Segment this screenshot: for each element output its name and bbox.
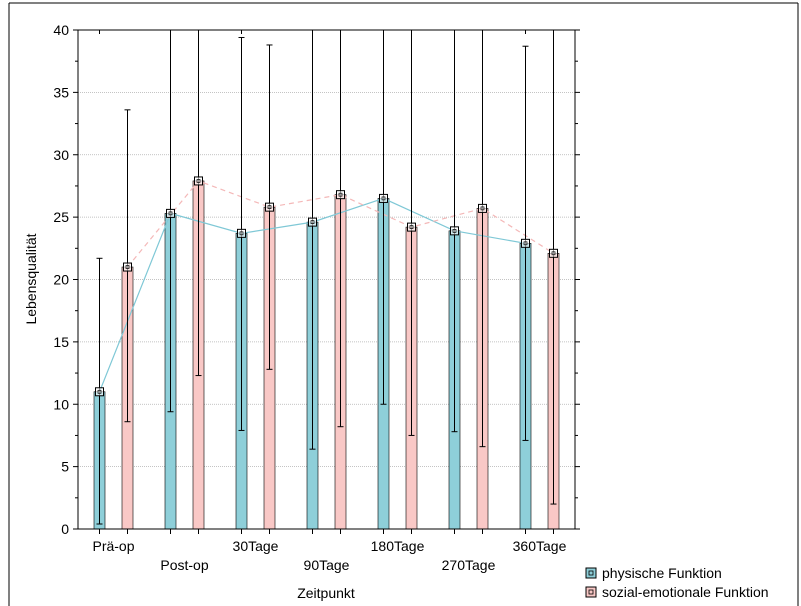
legend-swatch-sozial-emotionale-funktion [585,586,597,598]
gridlines [78,91,575,468]
legend-swatch-physische-funktion [585,567,597,579]
x-tick-label: 360Tage [513,538,567,554]
y-axis: 0 5 10 15 20 25 30 35 40 [53,22,580,537]
point-marker-inner [125,265,130,269]
point-marker-inner [480,206,485,211]
y-tick-label: 10 [53,396,69,412]
y-tick-label: 40 [53,22,69,38]
point-marker-inner [97,389,102,394]
x-tick-label: 270Tage [442,557,496,573]
point-marker-inner [338,192,343,197]
x-tick-label: Post-op [160,557,208,573]
point-marker [450,226,459,236]
point-marker-inner [381,196,386,201]
point-marker-inner [409,225,414,229]
point-marker [379,193,388,203]
y-tick-label: 30 [53,147,69,163]
legend-swatch-inner [588,570,594,576]
y-tick-label: 5 [61,459,69,475]
point-marker-inner [267,205,272,209]
x-tick-label: 30Tage [233,538,279,554]
y-axis-label: Lebensqualität [23,233,39,324]
y-tick-label: 20 [53,272,69,288]
point-marker [521,238,530,248]
legend-label-physische-funktion: physische Funktion [602,565,722,581]
y-tick-label: 15 [53,334,69,350]
point-marker [237,228,246,238]
point-marker [194,176,203,186]
legend-label-sozial-emotionale-funktion: sozial-emotionale Funktion [602,584,769,600]
point-markers [95,176,558,397]
x-tick-label: 90Tage [304,557,350,573]
y-tick-label: 25 [53,209,69,225]
point-marker [478,203,487,213]
point-marker [549,248,558,258]
legend-swatch-inner [588,589,594,595]
x-tick-label: 180Tage [371,538,425,554]
point-marker [308,217,317,227]
x-axis-label: Zeitpunkt [297,585,355,601]
point-marker-inner [239,231,244,236]
y-tick-label: 35 [53,84,69,100]
x-axis: Prä-op Post-op 30Tage 90Tage 180Tage 270Tage 3… [92,30,567,573]
point-marker [265,202,274,212]
point-marker [407,222,416,232]
point-marker [123,262,132,272]
bars [93,180,560,530]
error-bars [96,30,557,525]
y-tick-label: 0 [61,521,69,537]
point-marker-inner [523,241,528,246]
point-marker-inner [452,228,457,233]
legend: physische Funktion sozial-emotionale Fun… [585,565,769,600]
x-tick-label: Prä-op [92,538,134,554]
point-marker-inner [551,251,556,256]
point-marker [95,387,104,397]
point-marker [336,190,345,200]
point-marker [166,208,175,218]
point-marker-inner [196,179,201,183]
point-marker-inner [310,220,315,224]
point-marker-inner [168,211,173,216]
